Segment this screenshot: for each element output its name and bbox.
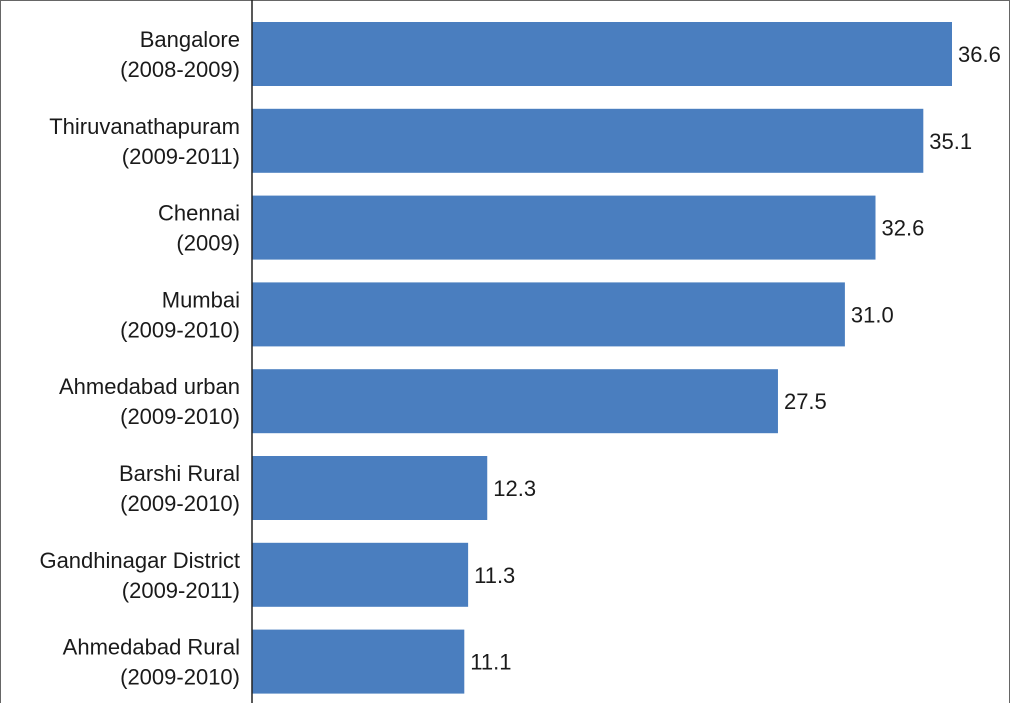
bar-5 [252, 456, 488, 520]
category-label-1-line-1: (2009-2011) [122, 144, 240, 169]
category-label-1-line-0: Thiruvanathapuram [49, 114, 240, 139]
bar-2 [252, 195, 876, 260]
category-label-5-line-1: (2009-2010) [120, 491, 240, 516]
value-label-7: 11.1 [470, 650, 511, 675]
value-label-6: 11.3 [474, 563, 515, 588]
value-label-4: 27.5 [784, 389, 827, 414]
bars-group [252, 22, 952, 694]
value-label-5: 12.3 [493, 476, 536, 501]
category-label-0-line-0: Bangalore [140, 27, 240, 52]
category-label-2-line-0: Chennai [158, 201, 240, 226]
category-label-5-line-0: Barshi Rural [119, 461, 240, 486]
category-label-3-line-1: (2009-2010) [120, 317, 240, 342]
bar-7 [252, 629, 465, 694]
category-label-2-line-1: (2009) [176, 231, 240, 256]
category-label-7-line-1: (2009-2010) [120, 665, 240, 690]
bar-4 [252, 369, 778, 434]
category-label-4-line-0: Ahmedabad urban [59, 374, 240, 399]
value-label-3: 31.0 [851, 302, 894, 327]
category-label-6-line-1: (2009-2011) [122, 578, 240, 603]
value-label-2: 32.6 [881, 216, 924, 241]
value-label-0: 36.6 [958, 42, 1001, 67]
category-label-3-line-0: Mumbai [162, 287, 240, 312]
category-label-0-line-1: (2008-2009) [120, 57, 240, 82]
category-label-6-line-0: Gandhinagar District [39, 548, 240, 573]
category-labels-group: Bangalore (2008-2009) Thiruvanathapuram (20… [39, 27, 240, 690]
bar-1 [252, 108, 924, 173]
bar-3 [252, 282, 845, 347]
value-label-1: 35.1 [929, 129, 972, 154]
bar-6 [252, 542, 469, 607]
value-labels-group: 36.6 35.1 32.6 31.0 27.5 12.3 11.3 11.1 [470, 42, 1001, 675]
category-label-7-line-0: Ahmedabad Rural [63, 635, 240, 660]
category-label-4-line-1: (2009-2010) [120, 404, 240, 429]
bar-0 [252, 22, 952, 86]
